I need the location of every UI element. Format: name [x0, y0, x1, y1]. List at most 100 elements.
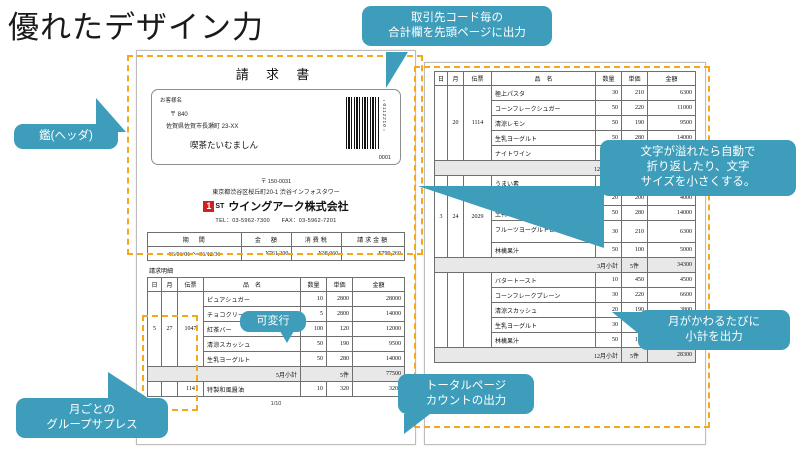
- detail-header-qty: 数量: [595, 71, 622, 86]
- customer-name: 喫茶たいむましん: [190, 140, 259, 150]
- detail-price: 2800: [326, 291, 353, 307]
- customer-address-box: お客様名 〒 840 佐賀県佐賀市長瀬町 23-XX 喫茶たいむましん ・011…: [151, 89, 401, 165]
- detail-slip: 1114: [463, 85, 493, 161]
- callout-torihiki[interactable]: 取引先コード毎の 合計欄を先頭ページに出力: [362, 6, 552, 47]
- detail-qty: 50: [300, 351, 327, 367]
- detail-header-amount: 金額: [352, 277, 405, 292]
- table-row: 114 特製和風醤油 10 320 3200: [147, 381, 405, 397]
- callout-total-page-count[interactable]: トータルページ カウントの出力: [398, 374, 534, 415]
- page-title: 優れたデザイン力: [8, 10, 264, 45]
- subtotal-row: 5月小計 5件 77500: [147, 366, 405, 382]
- detail-qty: 10: [595, 272, 622, 288]
- callout-tail-kahen: [280, 331, 294, 343]
- callout-tsuki[interactable]: 月がかわるたびに 小計を出力: [638, 310, 790, 351]
- summary-total: ¥799,260: [341, 246, 405, 261]
- barcode-icon: [346, 97, 380, 149]
- summary-header-period: 期 間: [146, 232, 243, 247]
- table-header-row: 日 月 伝票 品 名 数量 単価 金額: [147, 277, 405, 292]
- detail-table-wrap: 日 月 伝票 品 名 数量 単価 金額 5 27 1047 ピュアシュガー 10…: [147, 277, 405, 397]
- customer-address: 佐賀県佐賀市長瀬町 23-XX: [166, 124, 239, 130]
- callout-torihiki-line1: 取引先コード毎の: [411, 12, 503, 24]
- summary-period: 96/01/01 ～ 96/12/31: [146, 246, 243, 261]
- detail-header-name: 品 名: [203, 277, 301, 292]
- detail-item-name: 特製和風醤油: [203, 381, 301, 397]
- barcode-digits: ・0112210・: [382, 98, 387, 134]
- detail-price: 190: [621, 115, 648, 131]
- detail-amount: 6600: [647, 287, 696, 303]
- callout-torihiki-line2: 合計欄を先頭ページに出力: [388, 27, 526, 40]
- summary-tax: ¥38,060: [291, 246, 343, 261]
- detail-price: 210: [621, 85, 648, 101]
- detail-day: [433, 85, 449, 161]
- summary-table: 期 間 金 額 消費税 請求金額 96/01/01 ～ 96/12/31 ¥76…: [146, 232, 405, 261]
- detail-item-name: 生乳ヨーグルト: [491, 317, 596, 333]
- detail-price: 2800: [326, 306, 353, 322]
- detail-price: 450: [621, 272, 648, 288]
- detail-amount: 11000: [647, 100, 696, 116]
- callout-group-suppress[interactable]: 月ごとの グループサプレス: [16, 398, 168, 439]
- detail-amount: 4500: [647, 272, 696, 288]
- detail-header-qty: 数量: [300, 277, 327, 292]
- detail-month: [161, 381, 178, 397]
- table-row: 生乳ヨーグルト 50 280 14000: [148, 351, 405, 367]
- detail-header-month: 月: [161, 277, 178, 292]
- detail-section-label: 請求明細: [149, 269, 174, 275]
- callout-moji-line2: 折り返したり、文字: [646, 161, 750, 174]
- customer-zip: 〒 840: [170, 112, 188, 118]
- subtotal-amount: 77500: [352, 366, 405, 382]
- detail-header-price: 単価: [621, 71, 648, 86]
- callout-tail-torihiki: [386, 52, 408, 88]
- issuer-company-name: ウイングアーク株式会社: [228, 201, 349, 213]
- detail-amount: 28000: [352, 291, 405, 307]
- table-header-row: 日 月 伝票 品 名 数量 単価 金額: [433, 71, 696, 86]
- callout-group-line1: 月ごとの: [69, 404, 115, 416]
- callout-kahen-text: 可変行: [256, 315, 290, 327]
- detail-day: 5: [147, 291, 162, 367]
- table-row: チョコクリーム 5 2800 14000: [148, 306, 405, 322]
- detail-slip: 1047: [177, 291, 204, 367]
- detail-amount: 6300: [647, 220, 696, 243]
- detail-amount: 9500: [647, 115, 696, 131]
- subtotal-count: 5件: [621, 347, 648, 363]
- detail-price: 220: [621, 287, 648, 303]
- callout-tail-moji: [418, 186, 604, 248]
- issuer-address: 東京都渋谷区桜丘町20-1 渋谷インフォスタワー: [212, 190, 340, 196]
- callout-variable-rows[interactable]: 可変行: [240, 311, 306, 332]
- subtotal-label: 12月小計: [434, 347, 622, 363]
- detail-amount: 14000: [352, 306, 405, 322]
- detail-amount: 6300: [647, 85, 696, 101]
- callout-tail-total: [404, 414, 430, 434]
- subtotal-amount: 34300: [647, 257, 696, 273]
- detail-month: 27: [161, 291, 178, 367]
- detail-price: 280: [326, 351, 353, 367]
- detail-qty: 10: [300, 381, 327, 397]
- callout-tail-group: [108, 372, 154, 402]
- table-header-row: 期 間 金 額 消費税 請求金額: [146, 232, 405, 247]
- table-row: 5 27 1047 ピュアシュガー 10 2800 28000: [147, 291, 405, 367]
- document-page-left: 請 求 書 お客様名 〒 840 佐賀県佐賀市長瀬町 23-XX 喫茶たいむまし…: [136, 50, 416, 445]
- issuer-tel: TEL：03-5962-7300 FAX：03-5962-7201: [215, 218, 337, 224]
- callout-tsuki-line1: 月がかわるたびに: [668, 316, 760, 328]
- table-row: コーンフレークシュガー 50 220 11000: [435, 100, 696, 116]
- detail-item-name: 林檎果汁: [491, 332, 596, 348]
- subtotal-label: 3月小計: [434, 257, 622, 273]
- callout-tsuki-line2: 小計を出力: [685, 331, 743, 344]
- detail-header-name: 品 名: [491, 71, 596, 86]
- callout-total-line2: カウントの出力: [425, 395, 507, 408]
- table-row: 96/01/01 ～ 96/12/31 ¥761,200 ¥38,060 ¥79…: [146, 246, 405, 261]
- page-number: 1/10: [270, 401, 282, 407]
- detail-qty: 30: [595, 85, 622, 101]
- detail-item-name: バタートースト: [491, 272, 596, 288]
- detail-header-day: 日: [433, 71, 449, 86]
- detail-header-amount: 金額: [647, 71, 696, 86]
- detail-header-price: 単価: [326, 277, 353, 292]
- issuer-block: 〒 150-0031 東京都渋谷区桜丘町20-1 渋谷インフォスタワー 1 ST…: [137, 177, 415, 224]
- detail-day: [433, 272, 449, 348]
- callout-kagami[interactable]: 鑑(ヘッダ): [14, 124, 118, 150]
- detail-item-name: コーンフレークシュガー: [491, 100, 596, 116]
- customer-name-label: お客様名: [160, 98, 183, 104]
- detail-item-name: ナイトワイン: [491, 145, 596, 161]
- callout-moji[interactable]: 文字が溢れたら自動で 折り返したり、文字 サイズを小さくする。: [600, 140, 796, 196]
- detail-price: 210: [621, 220, 648, 243]
